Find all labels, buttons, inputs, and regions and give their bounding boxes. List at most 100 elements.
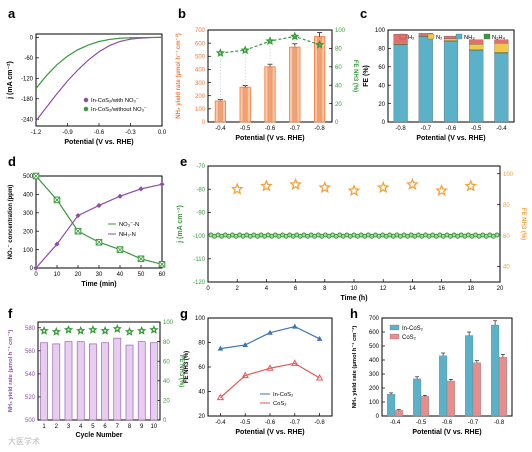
- y-tick-label: 560: [25, 349, 36, 355]
- x-tick-label: -0.6: [265, 126, 276, 132]
- x-axis-label: Potential (V vs. RHE): [416, 135, 485, 142]
- y-tick-label: 0: [30, 36, 34, 42]
- bar-core: [217, 100, 224, 122]
- y-tick-label: 40: [335, 83, 342, 89]
- x-tick-label: -0.3: [125, 130, 136, 136]
- y-tick-label: 60: [503, 234, 510, 240]
- y-axis-label: NH₃ yield rate (μmol h⁻¹ cm⁻²): [7, 330, 14, 413]
- marker-cross: [33, 173, 39, 179]
- x-tick-label: 10: [351, 286, 358, 292]
- data-marker: [96, 202, 102, 209]
- plot-frame: [35, 175, 163, 269]
- x-tick-label: 4: [265, 286, 269, 292]
- y2-axis-label: FE NH3 (%): [520, 208, 526, 240]
- fe-marker: [112, 323, 122, 333]
- panel-c: c 0 20 40 60 80 100 -0.8 -0.7 -0.6 -0.5 -0.4 Potenti…: [360, 6, 515, 142]
- y-tick-label: 580: [25, 326, 36, 332]
- y2-axis-label: FE NH3 (%): [352, 60, 358, 92]
- x-tick-label: -0.6: [265, 420, 276, 426]
- data-marker: [291, 359, 299, 366]
- fe-marker: [318, 180, 332, 194]
- panel-letter: a: [8, 6, 16, 21]
- fe-marker: [100, 325, 110, 335]
- fe-marker: [230, 182, 244, 195]
- x-tick-label: -0.8: [395, 126, 406, 132]
- y-tick-label: 60: [378, 65, 385, 71]
- x-tick-label: -0.4: [390, 420, 401, 426]
- marker-cross: [138, 256, 144, 262]
- y-tick-label: 60: [163, 359, 170, 365]
- legend-label: CoS₂: [273, 401, 287, 407]
- x-tick-label: 2: [236, 286, 240, 292]
- stack-segment: [494, 43, 509, 53]
- y-tick-label: 100: [375, 28, 386, 34]
- marker-cross: [96, 239, 102, 246]
- fe-marker: [290, 31, 300, 41]
- panel-d: d 0 100 200 300 400 500 0 10 20 30 40 50 60 Time (min)…: [8, 154, 166, 288]
- bar: [446, 380, 455, 417]
- y-tick-label: 0: [163, 418, 167, 424]
- legend-swatch: [427, 33, 435, 40]
- y-tick-label: -240: [21, 117, 34, 123]
- legend-label: NH₃: [464, 35, 475, 41]
- data-marker: [241, 371, 249, 379]
- x-tick-label: -0.7: [421, 126, 432, 132]
- legend-label: CoS₂: [402, 335, 417, 341]
- marker-cross: [75, 228, 81, 234]
- x-tick-label: 0: [34, 272, 38, 278]
- x-tick-label: 60: [159, 272, 166, 278]
- bar: [40, 342, 48, 421]
- legend-marker: [83, 106, 89, 112]
- x-tick-label: -0.7: [290, 126, 301, 132]
- data-marker: [54, 241, 60, 247]
- y-axis-label: NO₃⁻ concentration (ppm): [8, 185, 14, 260]
- y-tick-label: -60: [24, 56, 33, 62]
- x-tick-label: 40: [117, 272, 124, 278]
- legend-label: N₂H₄: [492, 35, 506, 41]
- x-tick-label: -0.5: [471, 126, 482, 132]
- y-tick-label: 400: [195, 68, 206, 74]
- stack-segment: [494, 52, 509, 123]
- y-tick-label: 200: [369, 386, 380, 392]
- stack-segment: [469, 44, 484, 50]
- legend-label: N₂: [436, 35, 442, 41]
- x-tick-label: -0.4: [496, 126, 507, 132]
- y-tick-label: 20: [163, 399, 170, 405]
- y-tick-label: 100: [195, 107, 206, 113]
- x-tick-label: 8: [323, 286, 327, 292]
- stack-segment: [469, 39, 484, 45]
- y-tick-label: 600: [195, 41, 206, 47]
- x-axis-label: Potential (V vs. RHE): [64, 139, 133, 146]
- legend-swatch: [389, 333, 400, 340]
- x-tick-label: 3: [67, 424, 71, 430]
- marker-cross: [117, 246, 123, 253]
- stack-segment: [393, 44, 408, 123]
- panel-letter: d: [8, 154, 16, 169]
- data-marker: [117, 193, 123, 199]
- fe-marker: [435, 184, 448, 197]
- x-tick-label: 16: [438, 286, 445, 292]
- y-tick-label: 100: [369, 400, 380, 406]
- x-tick-label: -0.8: [494, 420, 505, 426]
- y-tick-label: 600: [369, 330, 380, 336]
- legend-label: NH₃-N: [119, 232, 136, 238]
- fe-marker: [314, 39, 325, 49]
- legend-swatch: [483, 33, 491, 40]
- legend-label: In-CoS₂: [402, 326, 424, 332]
- y-tick-label: -120: [21, 76, 34, 82]
- series-line: [220, 362, 320, 399]
- y-tick-label: 300: [195, 81, 206, 87]
- y-tick-label: 500: [25, 418, 36, 424]
- bar-core: [242, 87, 248, 122]
- fe-marker: [63, 324, 74, 334]
- y-tick-label: 200: [195, 94, 206, 100]
- x-tick-label: -0.7: [468, 420, 479, 426]
- x-tick-label: 20: [497, 286, 504, 292]
- y-axis-label: j (mA cm⁻²): [7, 61, 14, 100]
- y-tick-label: 80: [503, 203, 510, 209]
- x-tick-label: 0.0: [158, 130, 167, 136]
- x-tick-label: 20: [75, 272, 82, 278]
- panel-letter: e: [180, 154, 187, 169]
- stack-segment: [469, 50, 484, 123]
